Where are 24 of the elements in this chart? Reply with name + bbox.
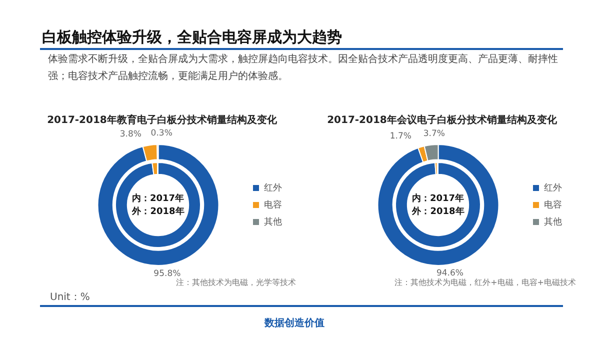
data-label: 3.8%: [120, 129, 142, 140]
data-label: 95.8%: [154, 269, 181, 280]
legend-label: 电容: [264, 199, 282, 210]
slice-label: 外：2018年: [131, 206, 184, 217]
data-label: 0.3%: [150, 128, 172, 139]
slice-label: 内：2017年: [132, 192, 184, 204]
legend-label: 其他: [544, 216, 562, 226]
slice-label: 内：2017年: [412, 192, 464, 204]
data-label: 94.6%: [436, 268, 464, 279]
legend-label: 红外: [264, 182, 282, 192]
chart-title: 2017-2018年会议电子白板分技术销量结构及变化: [326, 113, 558, 127]
text: 注：其他技术为电磁，光学等技术: [176, 277, 296, 288]
text: 体验需求不断升级，全贴合屏成为大需求，触控屏趋向电容技术。因全贴合技术产品透明度更高、产品更薄、耐摔性强；电容技术产品触控流畅，更能满足用户的体验感。: [48, 52, 558, 84]
slice-label: 外：2018年: [411, 206, 464, 217]
data-label: 1.7%: [390, 132, 412, 142]
legend-label: 其他: [264, 216, 282, 226]
text: 注：其他技术为电磁，红外+电磁，电容+电磁技术: [394, 277, 576, 288]
data-label: 3.7%: [423, 129, 445, 140]
text: 数据创造价值: [263, 316, 326, 330]
text: Unit：%: [50, 291, 90, 304]
legend-label: 电容: [544, 199, 562, 210]
legend-label: 红外: [544, 182, 562, 192]
chart-title: 2017-2018年教育电子白板分技术销量结构及变化: [46, 113, 278, 127]
text: 白板触控体验升级，全贴合电容屏成为大趋势: [42, 28, 342, 47]
